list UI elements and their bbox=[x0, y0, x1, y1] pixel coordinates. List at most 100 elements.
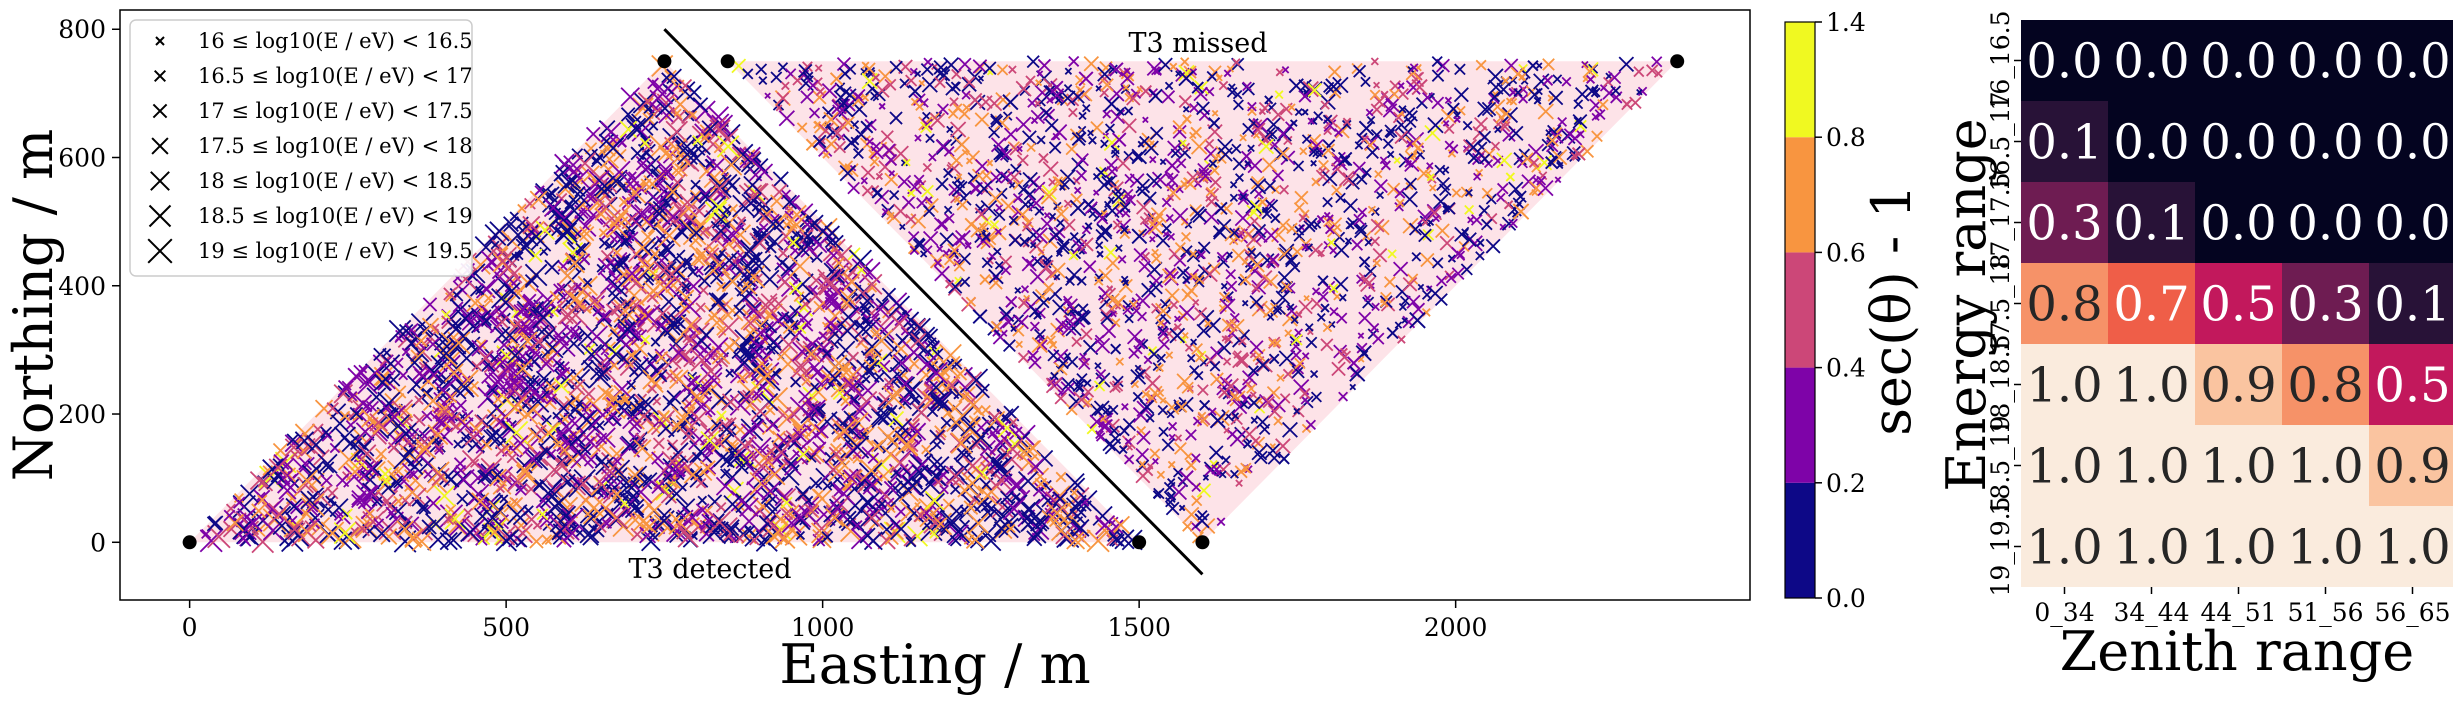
scatter-point bbox=[599, 149, 620, 169]
scatter-point bbox=[749, 347, 767, 364]
scatter-point bbox=[700, 430, 720, 450]
scatter-point bbox=[687, 266, 699, 278]
scatter-point bbox=[445, 391, 458, 404]
scatter-point bbox=[517, 325, 527, 335]
scatter-point bbox=[908, 422, 927, 441]
scatter-point bbox=[411, 531, 432, 552]
scatter-point bbox=[687, 386, 712, 411]
scatter-point bbox=[626, 466, 644, 484]
scatter-point bbox=[793, 229, 810, 246]
scatter-point bbox=[508, 319, 531, 341]
scatter-point bbox=[663, 473, 673, 483]
scatter-point bbox=[388, 319, 412, 343]
scatter-point bbox=[560, 473, 576, 490]
scatter-point bbox=[665, 519, 689, 543]
scatter-point bbox=[792, 238, 815, 262]
scatter-point bbox=[337, 448, 361, 471]
scatter-point bbox=[406, 374, 427, 395]
scatter-point bbox=[751, 375, 775, 399]
scatter-point bbox=[585, 193, 596, 204]
scatter-point bbox=[695, 503, 710, 518]
scatter-point bbox=[410, 344, 430, 363]
scatter-point bbox=[949, 504, 964, 519]
heatmap-value: 0.0 bbox=[2374, 196, 2450, 252]
heatmap-value: 0.8 bbox=[2287, 358, 2363, 414]
scatter-point bbox=[472, 309, 492, 329]
scatter-point bbox=[820, 287, 844, 311]
scatter-point bbox=[804, 416, 827, 439]
scatter-point bbox=[665, 120, 689, 144]
scatter-point bbox=[301, 464, 322, 485]
scatter-point bbox=[477, 532, 491, 546]
scatter-point bbox=[284, 434, 303, 453]
scatter-point bbox=[501, 528, 520, 547]
heatmap-value: 0.3 bbox=[2026, 196, 2102, 252]
colorbar-bin bbox=[1785, 482, 1815, 598]
scatter-point bbox=[958, 417, 982, 442]
scatter-point bbox=[257, 475, 269, 488]
legend-label: 18.5 ≤ log10(E / eV) < 19 bbox=[198, 204, 473, 228]
scatter-point bbox=[741, 193, 761, 213]
scatter-point bbox=[788, 319, 799, 330]
scatter-point bbox=[1013, 424, 1036, 447]
scatter-point bbox=[859, 301, 871, 313]
heatmap-x-title: Zenith range bbox=[2060, 620, 2414, 683]
scatter-point bbox=[1065, 472, 1085, 493]
scatter-point bbox=[433, 485, 456, 507]
scatter-point bbox=[882, 337, 907, 361]
scatter-point bbox=[711, 292, 726, 308]
scatter-point bbox=[404, 516, 420, 532]
heatmap-value: 0.1 bbox=[2374, 277, 2450, 333]
scatter-point bbox=[910, 331, 921, 341]
scatter-point bbox=[675, 498, 696, 518]
scatter-point bbox=[947, 524, 969, 546]
heatmap-value: 0.0 bbox=[2200, 115, 2276, 171]
scatter-point bbox=[599, 272, 622, 295]
scatter-point bbox=[545, 342, 561, 358]
scatter-point bbox=[653, 460, 676, 483]
scatter-point bbox=[740, 307, 764, 331]
scatter-point bbox=[810, 382, 820, 392]
scatter-point bbox=[961, 435, 972, 445]
heatmap-value: 1.0 bbox=[2200, 439, 2276, 495]
scatter-point bbox=[568, 378, 586, 396]
scatter-point bbox=[377, 375, 393, 391]
scatter-point bbox=[1031, 467, 1050, 486]
scatter-point bbox=[979, 439, 996, 457]
scatter-point bbox=[872, 348, 883, 360]
scatter-point bbox=[708, 196, 729, 218]
scatter-point bbox=[661, 206, 682, 228]
scatter-point bbox=[356, 460, 376, 479]
scatter-point bbox=[516, 303, 530, 317]
scatter-point bbox=[492, 252, 513, 273]
scatter-point bbox=[980, 461, 991, 473]
scatter-point bbox=[812, 221, 833, 242]
scatter-point bbox=[446, 513, 458, 524]
scatter-point bbox=[776, 274, 793, 291]
scatter-point bbox=[557, 265, 578, 287]
scatter-point bbox=[657, 238, 676, 257]
scatter-point bbox=[665, 184, 680, 199]
scatter-point bbox=[690, 179, 701, 190]
scatter-point bbox=[764, 310, 774, 320]
scatter-point bbox=[434, 445, 445, 456]
scatter-point bbox=[320, 426, 333, 439]
scatter-point bbox=[333, 521, 357, 545]
scatter-point bbox=[666, 439, 679, 451]
scatter-point bbox=[326, 402, 339, 415]
scatter-point bbox=[867, 452, 880, 464]
scatter-point bbox=[357, 444, 377, 463]
scatter-point bbox=[668, 511, 692, 535]
scatter-point bbox=[651, 451, 665, 465]
scatter-point bbox=[640, 134, 652, 147]
scatter-point bbox=[821, 531, 834, 544]
scatter-point bbox=[664, 69, 677, 83]
x-tick-label: 2000 bbox=[1424, 613, 1488, 642]
annotation-t3-missed: T3 missed bbox=[1129, 28, 1268, 59]
scatter-point bbox=[822, 348, 832, 359]
scatter-point bbox=[739, 147, 761, 169]
heatmap-value: 0.0 bbox=[2287, 115, 2363, 171]
legend-label: 17.5 ≤ log10(E / eV) < 18 bbox=[198, 134, 473, 158]
scatter-point bbox=[514, 483, 527, 496]
colorbar-label: sec(θ) - 1 bbox=[1860, 184, 1923, 436]
